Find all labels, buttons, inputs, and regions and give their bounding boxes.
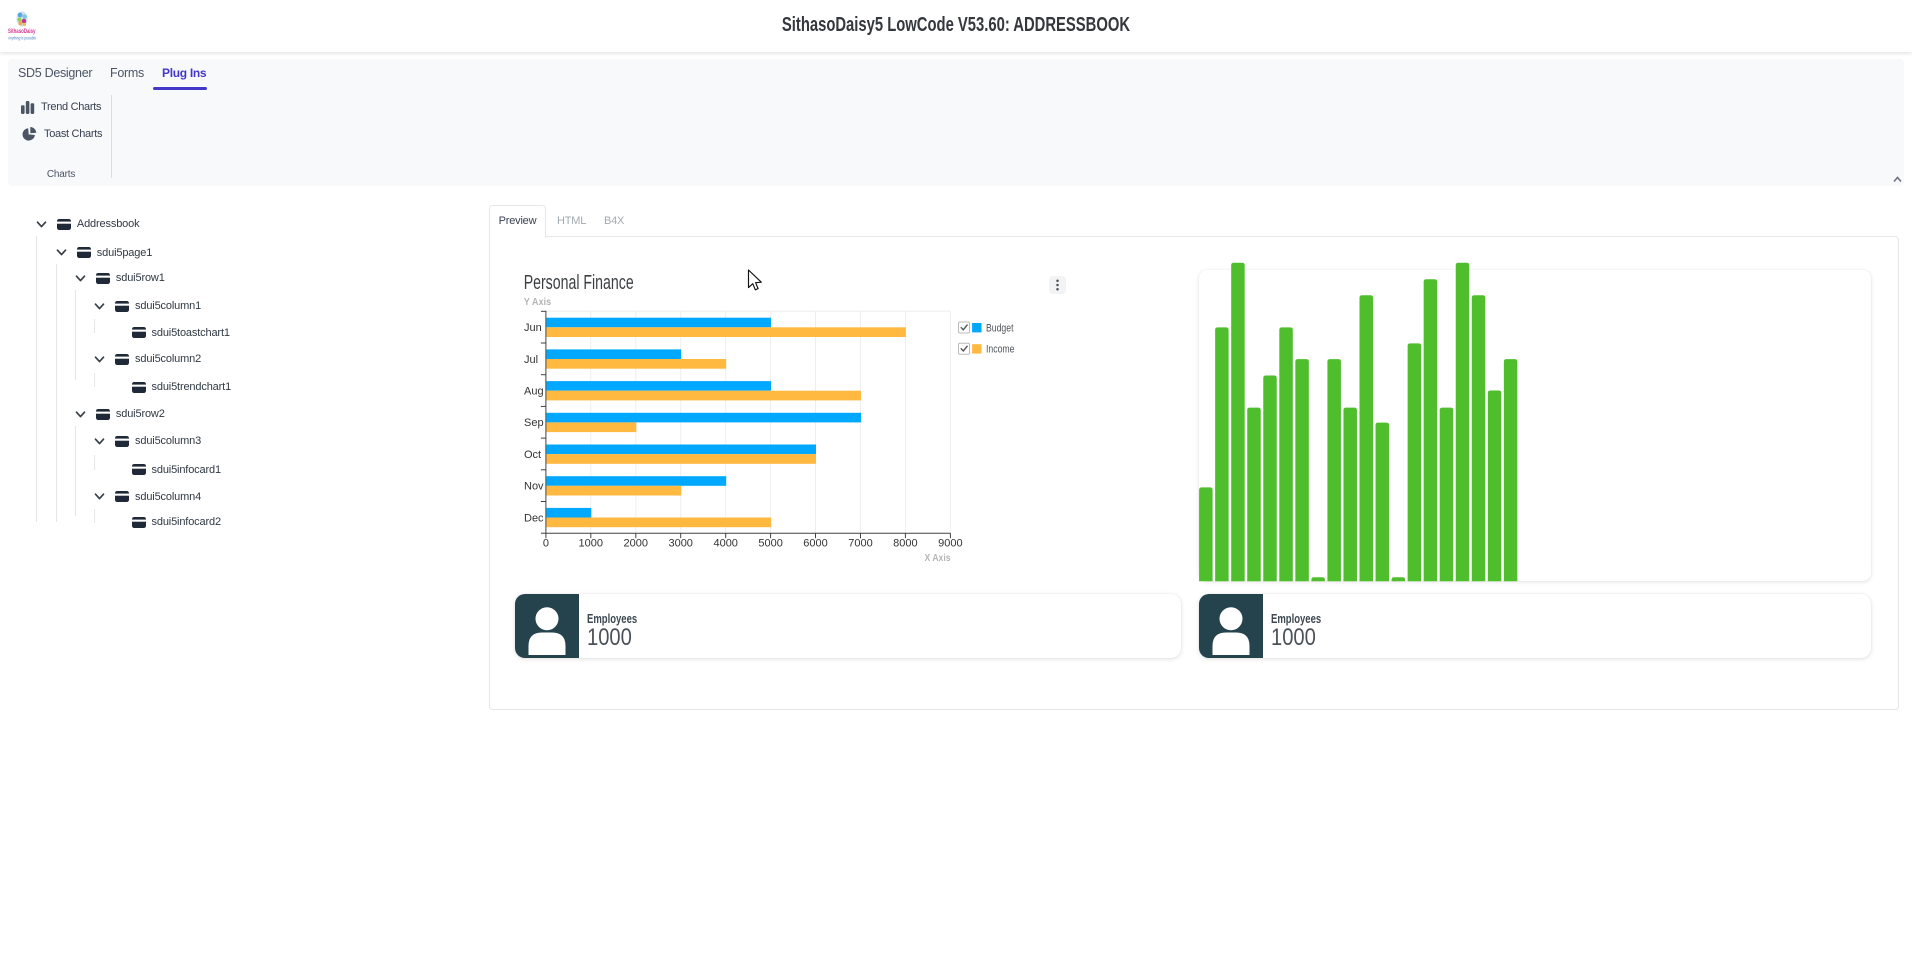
svg-text:7000: 7000 <box>848 538 872 550</box>
svg-text:Jun: Jun <box>524 322 542 334</box>
svg-text:Y Axis: Y Axis <box>524 296 552 308</box>
svg-text:8000: 8000 <box>893 538 917 550</box>
svg-text:6000: 6000 <box>803 538 827 550</box>
svg-text:9000: 9000 <box>938 538 962 550</box>
svg-text:0: 0 <box>543 538 549 550</box>
svg-text:Sep: Sep <box>524 417 544 429</box>
svg-text:Income: Income <box>986 344 1015 356</box>
svg-text:Aug: Aug <box>524 386 544 398</box>
svg-text:Jul: Jul <box>524 354 538 366</box>
svg-text:Personal Finance: Personal Finance <box>524 272 634 294</box>
svg-text:X Axis: X Axis <box>925 552 951 564</box>
svg-text:4000: 4000 <box>713 538 737 550</box>
svg-text:1000: 1000 <box>579 538 603 550</box>
svg-text:Budget: Budget <box>986 323 1014 335</box>
svg-text:5000: 5000 <box>758 538 782 550</box>
svg-text:3000: 3000 <box>668 538 692 550</box>
svg-text:Anything is possible: Anything is possible <box>7 36 36 41</box>
svg-text:SithasoDaisy: SithasoDaisy <box>8 29 36 35</box>
svg-text:Oct: Oct <box>524 449 541 461</box>
svg-text:Dec: Dec <box>524 512 544 524</box>
svg-text:Nov: Nov <box>524 481 544 493</box>
svg-text:2000: 2000 <box>624 538 648 550</box>
